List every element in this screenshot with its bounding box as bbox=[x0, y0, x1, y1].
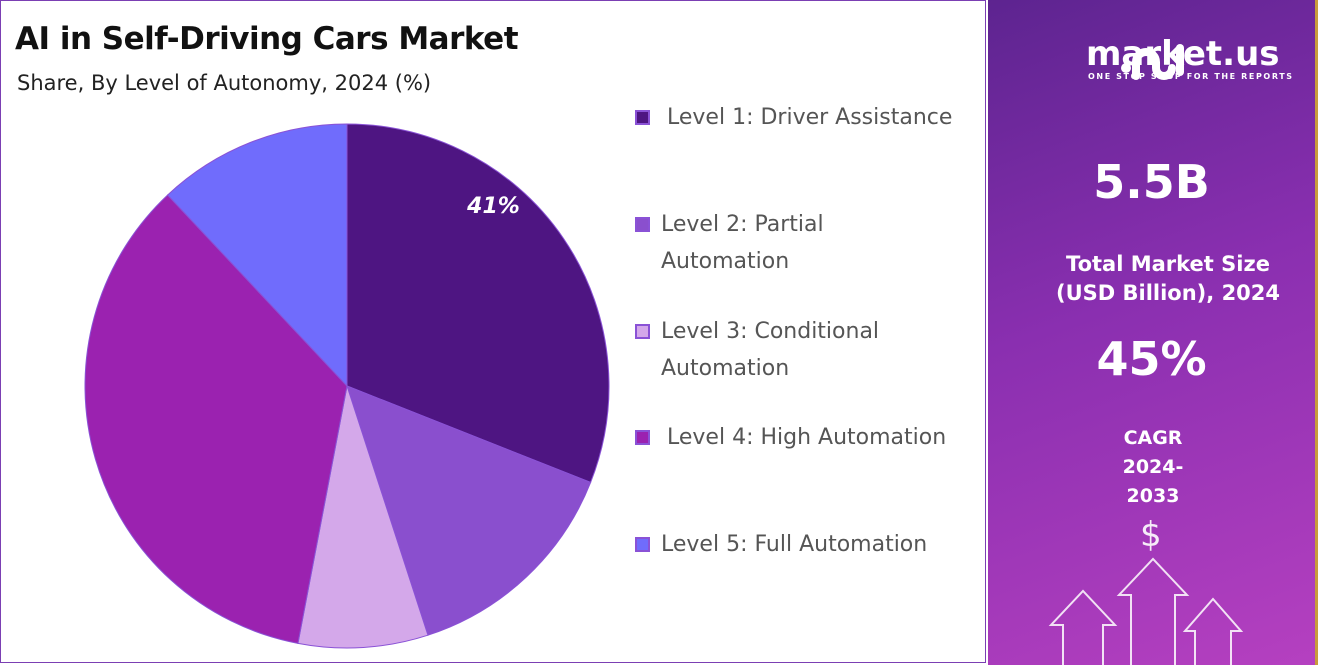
dollar-icon: $ bbox=[1140, 515, 1162, 555]
growth-arrows-icon bbox=[1048, 557, 1244, 665]
pie-slice-level-5 bbox=[166, 123, 348, 388]
chart-subtitle: Share, By Level of Autonomy, 2024 (%) bbox=[17, 71, 432, 95]
market-us-logo: market.us ONE STOP SHOP FOR THE REPORTS bbox=[1008, 34, 1298, 84]
market-size-label: Total Market Size (USD Billion), 2024 bbox=[1055, 252, 1281, 305]
legend-item-level-3: Level 3: Conditional Automation bbox=[635, 313, 935, 387]
cagr-value: 45% bbox=[1096, 332, 1207, 386]
logo-icon bbox=[1121, 44, 1184, 80]
pie-chart: 41% bbox=[84, 123, 610, 649]
legend-swatch bbox=[635, 110, 650, 125]
summary-panel: market.us ONE STOP SHOP FOR THE REPORTS … bbox=[988, 0, 1318, 665]
legend-item-level-1: Level 1: Driver Assistance bbox=[635, 99, 952, 136]
legend-label: Level 2: Partial Automation bbox=[661, 212, 824, 274]
brand-name: market.us bbox=[1086, 34, 1280, 74]
chart-panel: AI in Self-Driving Cars Market Share, By… bbox=[0, 0, 986, 663]
legend-swatch bbox=[635, 430, 650, 445]
cagr-label: CAGR 2024-2033 bbox=[1122, 427, 1184, 507]
legend-label: Level 3: Conditional Automation bbox=[661, 319, 880, 381]
legend-label: Level 1: Driver Assistance bbox=[667, 105, 953, 130]
pie-slice-level-3 bbox=[297, 385, 429, 649]
brand-tagline: ONE STOP SHOP FOR THE REPORTS bbox=[1088, 72, 1294, 81]
pie-slice-level-1 bbox=[346, 123, 610, 484]
legend-swatch bbox=[635, 324, 650, 339]
data-label-level-1: 41% bbox=[466, 194, 520, 219]
legend-item-level-2: Level 2: Partial Automation bbox=[635, 206, 865, 280]
chart-title: AI in Self-Driving Cars Market bbox=[15, 21, 519, 57]
legend-label: Level 5: Full Automation bbox=[661, 532, 928, 557]
legend-item-level-5: Level 5: Full Automation bbox=[635, 526, 927, 563]
legend-label: Level 4: High Automation bbox=[667, 425, 947, 450]
legend-item-level-4: Level 4: High Automation bbox=[635, 419, 946, 456]
pie-slice-level-4 bbox=[84, 194, 348, 644]
market-size-value: 5.5B bbox=[1093, 155, 1210, 209]
legend-swatch bbox=[635, 537, 650, 552]
legend-swatch bbox=[635, 217, 650, 232]
